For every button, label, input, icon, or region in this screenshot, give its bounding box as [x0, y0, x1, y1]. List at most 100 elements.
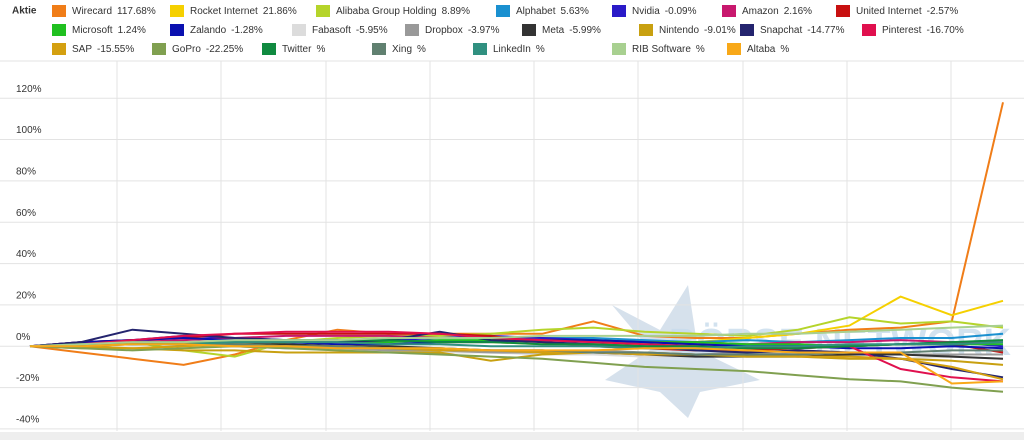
legend-name: United Internet	[856, 6, 922, 17]
legend-name: LinkedIn	[493, 44, 531, 55]
legend-name: RIB Software	[632, 44, 691, 55]
legend-value: -15.55%	[97, 44, 134, 55]
y-tick-label: 40%	[16, 249, 36, 260]
legend-value: 117.68%	[117, 6, 156, 17]
legend-name: Xing	[392, 44, 412, 55]
legend-label: Nintendo -9.01%	[659, 25, 736, 36]
legend-swatch	[152, 43, 166, 55]
series-line	[29, 316, 1004, 358]
legend-value: 8.89%	[442, 6, 470, 17]
legend-swatch	[262, 43, 276, 55]
y-tick-label: 60%	[16, 208, 36, 219]
legend-name: Zalando	[190, 25, 227, 36]
legend-name: Meta	[542, 25, 565, 36]
legend-label: Twitter%	[282, 44, 325, 55]
series-line	[29, 345, 1004, 393]
legend-label: LinkedIn%	[493, 44, 545, 55]
legend-name: SAP	[72, 44, 92, 55]
y-tick-label: -40%	[16, 415, 39, 426]
legend-swatch	[612, 5, 626, 17]
legend-swatch	[292, 24, 306, 36]
y-tick-label: 120%	[16, 84, 42, 95]
series-line	[29, 324, 1004, 348]
legend-swatch	[52, 5, 66, 17]
legend-name: Fabasoft	[312, 25, 351, 36]
legend-value: %	[696, 44, 705, 55]
legend-value: 5.63%	[560, 6, 588, 17]
series-line	[29, 102, 1004, 366]
legend-name: Wirecard	[72, 6, 112, 17]
legend-label: GoPro -22.25%	[172, 44, 243, 55]
legend-swatch	[405, 24, 419, 36]
legend-swatch	[496, 5, 510, 17]
legend-label: Amazon 2.16%	[742, 6, 812, 17]
legend-title: Aktie	[12, 6, 37, 17]
legend-value: 2.16%	[784, 6, 812, 17]
legend-name: Twitter	[282, 44, 312, 55]
legend-label: Fabasoft -5.95%	[312, 25, 388, 36]
legend-label: Alibaba Group Holding 8.89%	[336, 6, 470, 17]
legend-swatch	[727, 43, 741, 55]
legend-value: -9.01%	[704, 25, 736, 36]
legend-name: Dropbox	[425, 25, 463, 36]
legend-label: RIB Software%	[632, 44, 705, 55]
legend-value: %	[536, 44, 545, 55]
legend-value: -5.99%	[569, 25, 601, 36]
watermark-star	[605, 285, 760, 418]
legend-label: Zalando -1.28%	[190, 25, 263, 36]
legend-value: -5.95%	[356, 25, 388, 36]
y-tick-label: 0%	[16, 332, 31, 343]
legend-name: Rocket Internet	[190, 6, 258, 17]
legend-value: %	[780, 44, 789, 55]
legend-label: Wirecard 117.68%	[72, 6, 156, 17]
legend-swatch	[522, 24, 536, 36]
legend-swatch	[612, 43, 626, 55]
legend-name: Nintendo	[659, 25, 699, 36]
y-tick-label: -20%	[16, 373, 39, 384]
legend-value: 21.86%	[263, 6, 297, 17]
legend-swatch	[473, 43, 487, 55]
legend-value: %	[417, 44, 426, 55]
scroll-bar	[0, 432, 1024, 440]
legend-value: -14.77%	[807, 25, 844, 36]
legend-label: Snapchat -14.77%	[760, 25, 845, 36]
legend-swatch	[639, 24, 653, 36]
legend-label: Meta -5.99%	[542, 25, 601, 36]
legend-value: -22.25%	[206, 44, 243, 55]
legend-swatch	[740, 24, 754, 36]
legend-label: Microsoft 1.24%	[72, 25, 146, 36]
legend-name: Amazon	[742, 6, 779, 17]
legend-value: -1.28%	[231, 25, 263, 36]
legend-name: Alibaba Group Holding	[336, 6, 437, 17]
legend-label: Dropbox -3.97%	[425, 25, 500, 36]
legend-swatch	[372, 43, 386, 55]
legend-name: Microsoft	[72, 25, 113, 36]
legend-name: Snapchat	[760, 25, 802, 36]
legend-label: Xing%	[392, 44, 426, 55]
legend-label: Nvidia -0.09%	[632, 6, 697, 17]
legend-label: Pinterest -16.70%	[882, 25, 964, 36]
legend-label: Alphabet 5.63%	[516, 6, 589, 17]
legend-value: %	[316, 44, 325, 55]
y-tick-label: 80%	[16, 167, 36, 178]
legend-name: GoPro	[172, 44, 201, 55]
legend-swatch	[722, 5, 736, 17]
legend-name: Altaba	[747, 44, 776, 55]
legend-value: -0.09%	[665, 6, 697, 17]
series-line	[29, 343, 1004, 381]
series-line	[30, 343, 1004, 385]
legend-label: SAP -15.55%	[72, 44, 134, 55]
legend-label: Rocket Internet 21.86%	[190, 6, 297, 17]
legend-swatch	[52, 24, 66, 36]
legend-swatch	[52, 43, 66, 55]
legend-swatch	[836, 5, 850, 17]
legend-value: -2.57%	[927, 6, 959, 17]
legend-value: 1.24%	[118, 25, 146, 36]
legend-name: Alphabet	[516, 6, 556, 17]
legend-swatch	[170, 5, 184, 17]
y-tick-label: 20%	[16, 291, 36, 302]
legend-name: Nvidia	[632, 6, 660, 17]
y-tick-label: 100%	[16, 125, 42, 136]
